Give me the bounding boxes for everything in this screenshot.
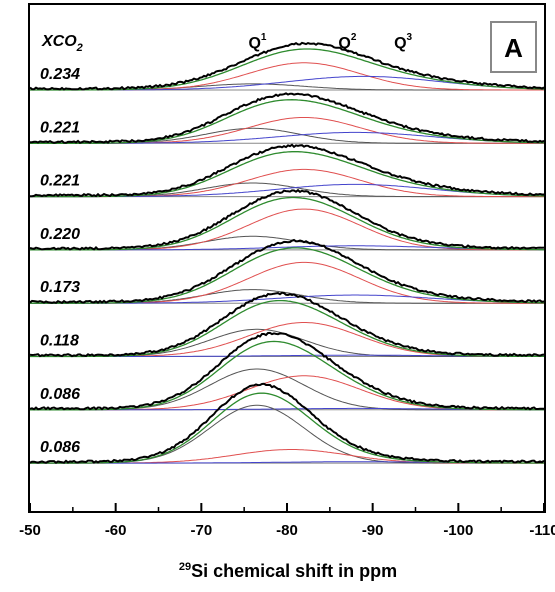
q1-component (30, 368, 544, 411)
fit-envelope (30, 196, 544, 251)
q1-component (30, 404, 544, 464)
measured-spectrum (29, 331, 544, 411)
measured-spectrum (29, 41, 545, 91)
legend-header-base: XCO (41, 33, 77, 50)
x-tick-label: -70 (190, 522, 212, 539)
xco2-value-label: 0.221 (40, 119, 80, 136)
panel-label: A (504, 33, 523, 63)
measured-spectrum (29, 238, 545, 304)
x-axis: -50 -60 -70 -80 -90 -100 -110 (19, 503, 555, 539)
fit-envelope (30, 299, 544, 358)
x-tick-label: -100 (443, 522, 473, 539)
spectrum-trace: 0.118 (29, 291, 545, 358)
spectrum-trace: 0.173 (29, 238, 545, 304)
xco2-value-label: 0.086 (40, 439, 80, 456)
fit-envelope (30, 392, 544, 464)
xco2-value-label: 0.234 (40, 66, 80, 83)
panel-label-box: A (490, 21, 537, 73)
fit-envelope (30, 48, 545, 91)
xco2-value-label: 0.220 (40, 226, 80, 243)
q2-component (30, 62, 544, 91)
plot-frame (28, 3, 546, 513)
x-axis-title-superscript: 29 (179, 561, 191, 573)
measured-spectrum (29, 188, 545, 251)
measured-spectrum (29, 92, 545, 144)
spectrum-trace: 0.220 (29, 188, 545, 251)
spectrum-trace: 0.086 (29, 331, 544, 411)
x-tick-label: -50 (19, 522, 41, 539)
fit-envelope (30, 247, 544, 304)
annotation-layer: Q1 Q2 Q3 (248, 32, 412, 52)
x-tick-label: -80 (276, 522, 298, 539)
peak-label: Q2 (338, 32, 356, 52)
x-tick-label: -110 (529, 522, 555, 539)
peak-label: Q3 (394, 32, 412, 52)
measured-spectrum (30, 143, 544, 198)
xco2-value-label: 0.173 (40, 279, 80, 296)
fit-envelope (30, 99, 544, 144)
x-tick-label: -60 (105, 522, 127, 539)
spectrum-trace: 0.221 (29, 92, 545, 144)
x-tick-label: -90 (362, 522, 384, 539)
spectrum-trace: 0.234 (29, 41, 545, 91)
spectrum-trace: 0.086 (29, 382, 545, 464)
measured-spectrum (29, 291, 545, 358)
legend-header-subscript: 2 (76, 42, 83, 54)
x-axis-title: 29Si chemical shift in ppm (179, 561, 397, 581)
peak-label: Q1 (248, 32, 266, 52)
xco2-value-label: 0.221 (40, 173, 80, 190)
x-axis-title-text: Si chemical shift in ppm (191, 561, 397, 581)
spectra-layer: 0.234 0.221 0.221 0.220 0.173 0.118 0.086 0.086 (29, 41, 545, 464)
measured-spectrum (29, 382, 545, 464)
spectrum-trace: 0.221 (30, 143, 545, 198)
fit-envelope (30, 340, 544, 411)
xco2-value-label: 0.086 (40, 386, 80, 403)
q2-component (30, 208, 544, 251)
xco2-value-label: 0.118 (40, 333, 79, 350)
q2-component (30, 322, 544, 357)
legend-header: XCO2 (41, 33, 83, 54)
